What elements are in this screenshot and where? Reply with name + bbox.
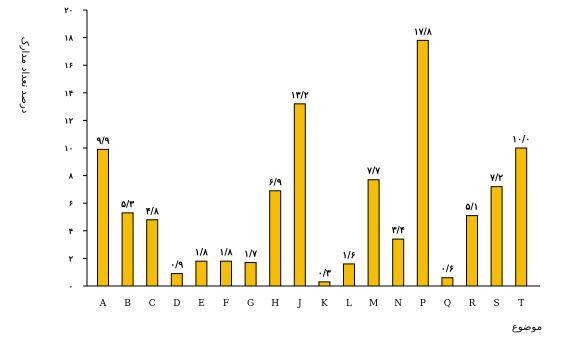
bar-S [490,186,503,287]
bar-T [515,147,528,287]
x-category-label: K [321,299,328,309]
bar-Q [441,277,454,287]
y-tick-label: ۴ [69,226,73,236]
data-label: ۱/۷ [244,250,257,260]
data-label: ۰/۳ [318,269,331,279]
x-category-label: C [149,299,156,309]
bar-M [367,179,380,287]
data-label: ۱/۶ [343,251,356,261]
y-tick-label: ۱۶ [64,60,73,70]
data-label: ۱/۸ [195,248,208,258]
x-category-label: G [247,299,254,309]
data-label: ۹/۹ [97,136,110,146]
x-category-label: E [198,299,205,309]
data-label: ۷/۲ [489,174,503,184]
bar-R [466,215,478,287]
bar-G [244,262,257,287]
x-category-label: Q [444,299,451,309]
x-category-label: R [469,299,476,309]
x-category-label: F [223,299,229,309]
data-label: ۷/۷ [366,167,380,177]
bar-E [195,260,208,287]
y-axis-title: درصد تعداد مدارک [19,37,30,114]
bar-N [392,238,405,287]
y-tick-label: ۱۸ [64,33,73,43]
x-category-label: T [518,299,524,309]
data-label: ۵/۳ [121,200,134,210]
bar-L [343,263,355,287]
bar-H [269,190,282,287]
bar-C [146,219,159,287]
x-category-label: M [369,299,378,309]
data-label: ۱/۸ [220,248,233,258]
x-category-label: B [124,299,131,309]
bar-J [293,103,306,287]
y-tick-label: ۱۰ [64,143,73,153]
bar-F [220,260,232,287]
data-label: ۳/۴ [392,226,405,236]
data-label: ۱۳/۲ [291,91,309,101]
bar-A [97,148,109,287]
y-tick-label: ۲ [69,253,74,263]
bar-B [121,212,134,287]
data-label: ۰/۹ [170,261,183,271]
data-label: ۰/۶ [441,265,454,275]
bar-K [318,281,331,287]
y-tick-label: ۲۰ [64,5,73,15]
bar-P [416,39,429,287]
y-tick-label: ۶ [69,198,73,208]
y-tick-label: ۰ [69,281,73,291]
data-label: ۵/۱ [466,203,479,213]
x-category-label: N [394,299,402,309]
x-category-label: J [297,299,302,309]
x-category-label: A [99,299,107,309]
y-tick-label: ۱۴ [64,88,73,98]
y-ticks: ۰ ۲ ۴ ۶ ۸ ۱۰ ۱۲ ۱۴ ۱۶ ۱۸ ۲۰ [64,5,87,291]
x-axis-title: موضوع [512,322,542,333]
x-category-label: S [494,299,500,309]
bars [97,39,528,287]
x-category-label: P [420,299,426,309]
x-category-label: H [271,299,279,309]
y-tick-label: ۸ [68,171,74,181]
y-tick-label: ۱۲ [64,115,73,125]
data-labels: ۹/۹ ۵/۳ ۴/۸ ۰/۹ ۱/۸ ۱/۸ ۱/۷ ۶/۹ ۱۳/۲ ۰/۳ ۱/۶ ۷/۷ ۳/۴… [97,27,531,278]
data-label: ۶/۹ [269,178,282,188]
bar-D [170,273,183,287]
data-label: ۴/۸ [146,207,159,217]
data-label: ۱۰/۰ [512,135,530,145]
x-category-label: L [346,299,352,309]
data-label: ۱۷/۸ [414,27,432,37]
x-category-label: D [173,299,180,309]
